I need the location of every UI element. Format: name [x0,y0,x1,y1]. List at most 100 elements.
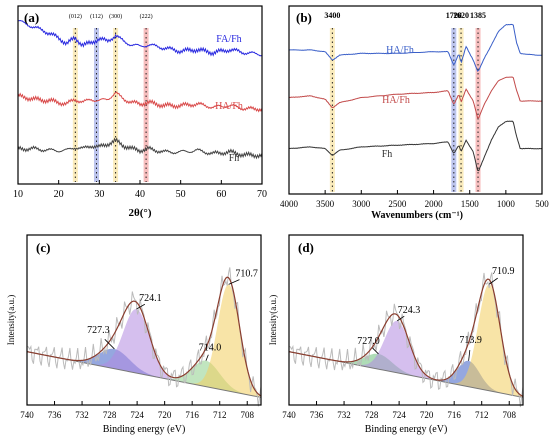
panel-a-frame [17,5,263,185]
panel-b-tag: (b) [296,10,312,25]
peak-label: 710.7 [235,268,258,279]
peak-leader-line [228,279,240,285]
x-tick-label: 728 [365,410,379,420]
series-line [288,23,542,72]
panel-a-series [17,19,263,160]
panel-b-series-label-2: HA/Fh [382,95,410,106]
x-tick-label: 724 [130,410,144,420]
x-tick-label: 732 [337,410,351,420]
x-tick-label: 724 [392,410,406,420]
series-line [17,19,263,57]
fit-envelope [288,278,524,397]
panel-c-tag: (c) [36,240,50,255]
peak-leader-line [136,303,146,310]
peak-leader-line [372,347,379,355]
peak-label: 724.3 [398,305,421,316]
band-label: (012) [69,13,82,20]
panel-d-xlabel: Binding energy (eV) [365,424,448,435]
panel-b-xlabel: Wavenumbers (cm⁻¹) [371,210,463,221]
peak-label: 710.9 [492,266,515,277]
panel-a-series-label-fa: FA/Fh [216,34,241,45]
peak-leader-line [489,277,498,285]
panel-b: 4000 3500 3000 2500 2000 1500 1000 500 3400 1720… [280,5,549,221]
band-label: (112) [90,13,103,20]
panel-b-series [288,23,543,172]
panel-a-bands [72,28,149,182]
peak-label: 714.0 [199,343,222,354]
panel-a: 10 20 30 40 50 60 70 (012) (112) (300) (222) (a) … [13,5,267,219]
panel-d-ylabel: Intensity(a.u.) [268,295,278,345]
band-label: 1620 [453,11,469,20]
panel-d-x-ticks: 740 736 732 728 724 720 716 712 708 [282,401,516,420]
panel-c-x-ticks: 740 736 732 728 724 720 716 712 708 [20,401,254,420]
peak-leader-line [396,315,405,322]
peak-leader-line [468,350,471,361]
panel-c-xlabel: Binding energy (eV) [103,424,186,435]
peak-leader-line [205,354,209,361]
x-tick-label: 1500 [461,199,480,209]
x-tick-label: 1000 [497,199,516,209]
band-label: 1720 [446,11,462,20]
panel-c-peaks [26,267,262,407]
raw-spectrum [26,267,262,407]
panel-b-series-label-1: HA/Fh [386,45,414,56]
x-tick-label: 60 [216,189,226,200]
panel-d-frame [288,234,524,406]
band-label: 1385 [470,11,486,20]
panel-d-peaks [288,272,524,408]
x-tick-label: 2500 [388,199,407,209]
panel-b-x-ticks: 4000 3500 3000 2500 2000 1500 1000 500 [280,190,549,209]
x-tick-label: 10 [13,189,23,200]
x-tick-label: 740 [282,410,296,420]
x-tick-label: 30 [94,189,104,200]
x-tick-label: 732 [75,410,89,420]
peak-label: 727.0 [357,336,380,347]
band-label: (222) [140,13,153,20]
x-tick-label: 708 [240,410,254,420]
panel-b-series-label-3: Fh [382,149,393,160]
panel-a-series-label-fh: Fh [229,153,240,164]
x-tick-label: 736 [310,410,324,420]
panel-c-frame [26,234,262,406]
panel-a-band-labels: (012) (112) (300) (222) [69,13,153,20]
x-tick-label: 2000 [425,199,444,209]
x-tick-label: 40 [135,189,145,200]
panel-d-peak-labels: 727.0 724.3 713.9 710.9 [357,266,515,361]
peak-area [289,284,523,398]
panel-d-tag: (d) [298,240,314,255]
panel-a-tag: (a) [24,10,39,25]
x-tick-label: 50 [176,189,186,200]
panel-b-bands [329,28,481,192]
x-tick-label: 716 [447,410,461,420]
series-line [288,76,543,119]
x-tick-label: 712 [475,410,489,420]
x-tick-label: 70 [257,189,267,200]
x-tick-label: 728 [103,410,117,420]
x-tick-label: 20 [54,189,64,200]
series-line [17,137,263,160]
band-label: (300) [109,13,122,20]
raw-spectrum [288,272,524,408]
x-tick-label: 500 [535,199,549,209]
x-tick-label: 740 [20,410,34,420]
peak-label: 713.9 [459,335,482,346]
fit-envelope [26,276,262,397]
panel-c-peak-labels: 727.3 724.1 714.0 710.7 [87,268,258,361]
panel-a-x-ticks: 10 20 30 40 50 60 70 [13,180,267,200]
panel-a-xlabel: 2θ(°) [129,207,152,219]
x-tick-label: 736 [48,410,62,420]
x-tick-label: 716 [185,410,199,420]
x-tick-label: 720 [420,410,434,420]
panel-c-ylabel: Intensity(a.u.) [6,295,16,345]
panel-c: 740 736 732 728 724 720 716 712 708 727.3 724.1 71… [6,234,262,435]
series-line [288,120,543,172]
peak-leader-line [104,339,115,350]
peak-area [289,320,523,398]
x-tick-label: 708 [502,410,516,420]
x-tick-label: 3500 [316,199,335,209]
panel-d: 740 736 732 728 724 720 716 712 708 727.0 724.3 71… [268,234,524,435]
band-label: 3400 [324,11,340,20]
x-tick-label: 4000 [280,199,299,209]
